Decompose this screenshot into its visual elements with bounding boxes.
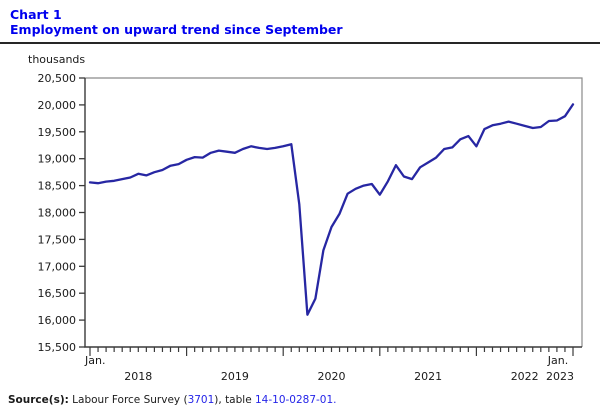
y-tick-label: 17,500: [38, 233, 77, 246]
chart-title: Employment on upward trend since Septemb…: [10, 22, 343, 37]
plot-frame: [85, 77, 583, 347]
source-text-2: ), table: [214, 394, 255, 406]
y-tick-label: 18,000: [38, 207, 77, 220]
x-axis-jan-right-label: Jan.: [547, 354, 568, 367]
y-tick-label: 16,500: [38, 287, 77, 300]
x-axis-year-label: 2021: [414, 370, 442, 383]
source-label: Source(s):: [8, 394, 69, 406]
x-axis-year-label: 2022: [511, 370, 539, 383]
chart-header: Chart 1 Employment on upward trend since…: [0, 0, 600, 44]
plot-axes: [84, 78, 582, 348]
chart-number: Chart 1: [10, 7, 62, 22]
x-axis-jan-left-label: Jan.: [84, 354, 105, 367]
y-axis-unit-label: thousands: [28, 53, 86, 66]
x-axis-year-label: 2023: [546, 370, 574, 383]
survey-number-link[interactable]: 3701: [187, 394, 215, 406]
x-axis-year-label: 2018: [124, 370, 152, 383]
y-tick-label: 19,500: [38, 126, 77, 139]
y-tick-label: 19,000: [38, 153, 77, 166]
x-axis-year-label: 2019: [221, 370, 249, 383]
y-tick-label: 18,500: [38, 180, 77, 193]
source-note: Source(s): Labour Force Survey (3701), t…: [8, 394, 337, 406]
y-tick-label: 15,500: [38, 341, 77, 354]
employment-series-line: [88, 103, 575, 316]
y-tick-label: 20,500: [38, 72, 77, 85]
table-number-link[interactable]: 14-10-0287-01.: [255, 394, 337, 406]
source-text-1: Labour Force Survey (: [68, 394, 188, 406]
y-tick-label: 17,000: [38, 260, 77, 273]
x-axis-year-label: 2020: [318, 370, 346, 383]
y-tick-label: 16,000: [38, 314, 77, 327]
y-tick-label: 20,000: [38, 99, 77, 112]
